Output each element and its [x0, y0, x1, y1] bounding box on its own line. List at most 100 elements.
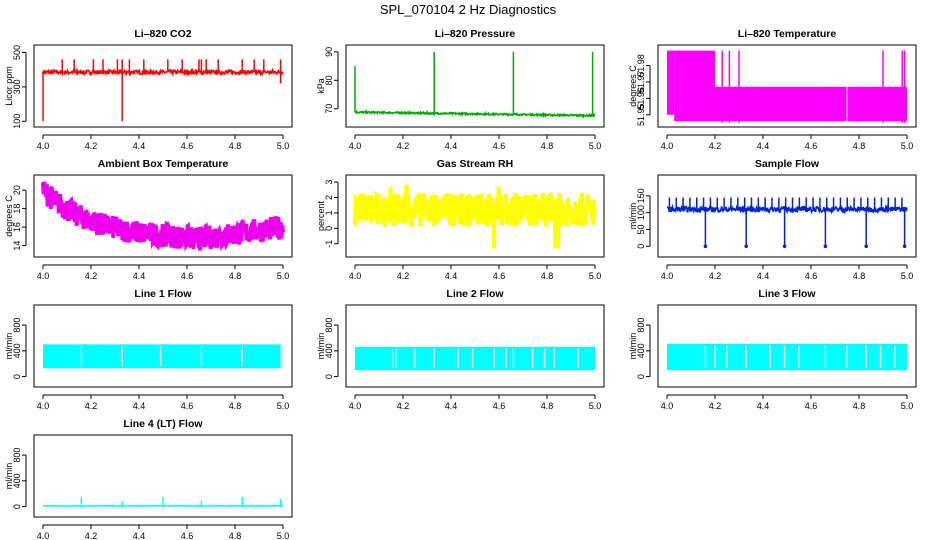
x-tick-label: 4.4 — [445, 401, 458, 411]
x-tick-label: 4.0 — [661, 401, 674, 411]
spike-point — [782, 244, 787, 249]
plot-area — [666, 197, 908, 249]
chart-panel: Sample Flow ml/min 4.0 4.2 4.4 4.6 4.8 5.0 0 50 10… — [628, 158, 917, 281]
y-axis-label: Licor ppm — [4, 66, 14, 106]
plot-frame — [657, 304, 917, 388]
x-tick-label: 5.0 — [901, 271, 914, 281]
y-tick-label: 1 — [324, 210, 334, 215]
plot-frame — [33, 434, 293, 518]
y-tick-label: 20 — [12, 185, 22, 195]
x-tick-label: 4.2 — [85, 271, 98, 281]
x-tick-label: 5.0 — [589, 271, 602, 281]
x-tick-label: 4.0 — [37, 401, 50, 411]
series-line — [354, 108, 596, 119]
band-segment — [674, 50, 715, 122]
x-tick-label: 4.6 — [805, 271, 818, 281]
y-tick-label: 51.97 — [636, 71, 646, 94]
y-tick-label: 500 — [12, 45, 22, 60]
x-tick-label: 4.0 — [661, 141, 674, 151]
x-tick-label: 5.0 — [901, 401, 914, 411]
chart-panel: Ambient Box Temperature degrees C 4.0 4.2 4.… — [4, 158, 293, 281]
chart-title: Ambient Box Temperature — [98, 158, 229, 170]
x-tick-label: 5.0 — [277, 401, 290, 411]
plot-frame — [33, 304, 293, 388]
x-tick-label: 5.0 — [277, 141, 290, 151]
plot-area — [354, 51, 596, 119]
y-tick-label: 51.96 — [636, 87, 646, 110]
y-tick-label: 0 — [636, 244, 646, 249]
y-tick-label: 51.95 — [636, 104, 646, 127]
chart-title: Line 2 Flow — [446, 288, 504, 300]
plot-frame — [33, 44, 293, 128]
x-tick-label: 4.6 — [181, 401, 194, 411]
y-axis-label: ml/min — [628, 333, 638, 360]
plot-frame — [345, 174, 605, 258]
spike-point — [902, 244, 907, 249]
chart-panel: Li–820 Pressure kPa 4.0 4.2 4.4 4.6 4.8 5.0 70 80… — [316, 28, 605, 151]
x-tick-label: 4.8 — [229, 531, 242, 540]
chart-title: Gas Stream RH — [437, 158, 513, 170]
y-tick-label: 100 — [12, 114, 22, 129]
y-tick-label: 90 — [324, 47, 334, 57]
x-tick-label: 4.8 — [541, 141, 554, 151]
y-tick-label: 300 — [12, 79, 22, 94]
spike-point — [823, 244, 828, 249]
x-tick-label: 4.8 — [541, 271, 554, 281]
plot-frame — [657, 174, 917, 258]
spike-point — [703, 244, 708, 249]
x-tick-label: 4.4 — [757, 141, 770, 151]
y-tick-label: 400 — [12, 343, 22, 358]
y-axis-label: ml/min — [4, 463, 14, 490]
plot-area — [355, 346, 595, 371]
x-tick-label: 4.4 — [133, 141, 146, 151]
chart-title: Line 4 (LT) Flow — [123, 418, 203, 430]
y-tick-label: 400 — [636, 343, 646, 358]
x-tick-label: 4.0 — [349, 401, 362, 411]
y-tick-label: 800 — [324, 318, 334, 333]
x-tick-label: 4.8 — [853, 271, 866, 281]
series-line — [42, 67, 284, 78]
y-axis-label: degrees C — [4, 195, 14, 237]
x-tick-label: 4.0 — [661, 271, 674, 281]
x-tick-label: 4.2 — [397, 401, 410, 411]
plot-area — [41, 181, 285, 252]
x-tick-label: 4.2 — [709, 271, 722, 281]
band-block — [667, 343, 907, 371]
y-tick-label: 0 — [324, 374, 334, 379]
y-tick-label: 14 — [12, 241, 22, 251]
y-axis-label: percent — [316, 200, 326, 231]
y-tick-label: 0 — [324, 226, 334, 231]
x-tick-label: 4.2 — [397, 141, 410, 151]
y-axis-label: ml/min — [4, 333, 14, 360]
y-tick-label: 0 — [636, 374, 646, 379]
chart-title: Line 3 Flow — [758, 288, 816, 300]
x-tick-label: 5.0 — [901, 141, 914, 151]
x-tick-label: 4.2 — [85, 531, 98, 540]
spike-point — [744, 244, 748, 249]
x-tick-label: 4.4 — [757, 271, 770, 281]
y-axis-label: ml/min — [316, 333, 326, 360]
y-tick-label: 3 — [324, 180, 334, 185]
y-tick-label: 800 — [636, 318, 646, 333]
x-tick-label: 4.8 — [229, 271, 242, 281]
page-title: SPL_070104 2 Hz Diagnostics — [379, 2, 557, 17]
y-axis-label: kPa — [316, 78, 326, 94]
plot-frame — [345, 304, 605, 388]
chart-panel: Gas Stream RH percent 4.0 4.2 4.4 4.6 4.8 5.0 -1… — [316, 158, 605, 281]
x-tick-label: 5.0 — [589, 401, 602, 411]
x-tick-label: 5.0 — [277, 531, 290, 540]
x-tick-label: 4.2 — [85, 401, 98, 411]
x-tick-label: 4.6 — [181, 271, 194, 281]
band-segment — [667, 50, 675, 115]
y-tick-label: 800 — [12, 318, 22, 333]
x-tick-label: 4.0 — [37, 531, 50, 540]
plot-frame — [345, 44, 605, 128]
x-tick-label: 4.8 — [853, 401, 866, 411]
x-tick-label: 5.0 — [589, 141, 602, 151]
y-tick-label: 400 — [324, 343, 334, 358]
y-tick-label: 70 — [324, 104, 334, 114]
chart-panel: Line 4 (LT) Flow ml/min 4.0 4.2 4.4 4.6 4.8 5.0… — [4, 418, 293, 540]
plot-frame — [657, 44, 917, 128]
y-tick-label: 50 — [636, 224, 646, 234]
x-tick-label: 4.6 — [805, 141, 818, 151]
